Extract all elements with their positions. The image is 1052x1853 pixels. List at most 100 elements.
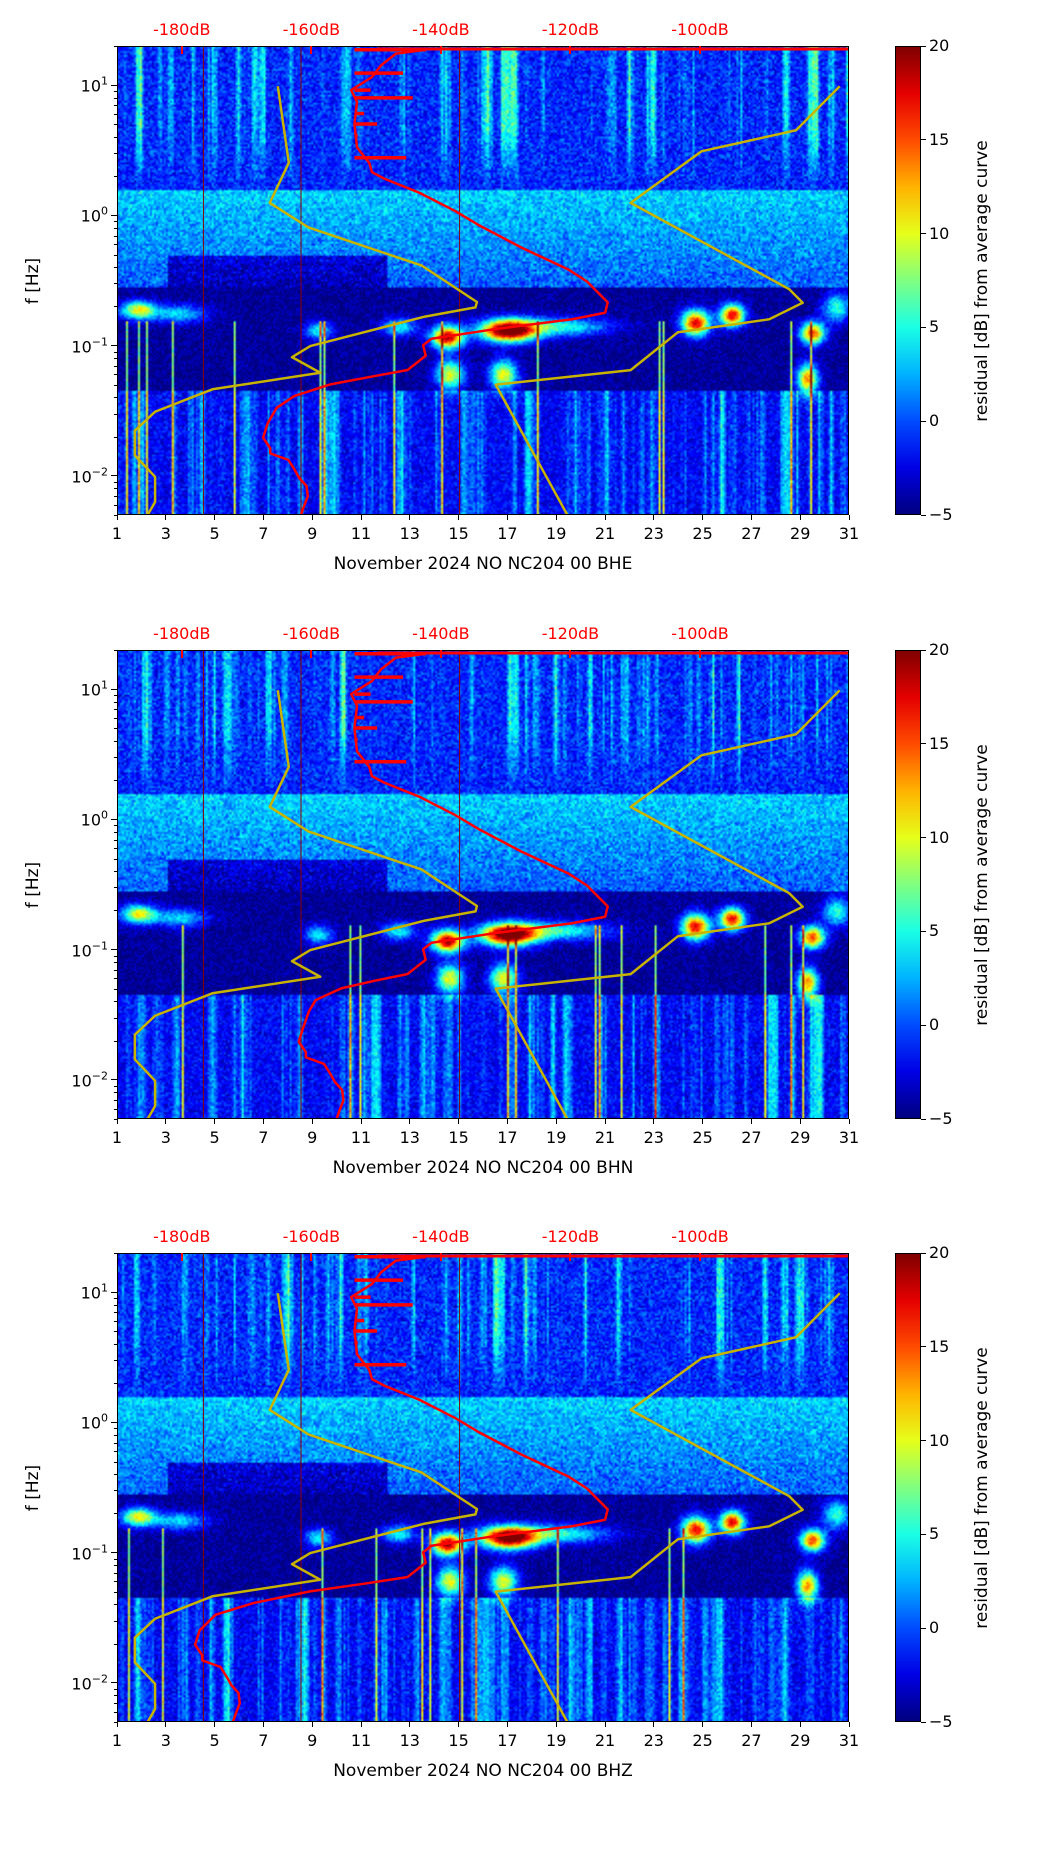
x-tick-mark xyxy=(653,1722,655,1727)
db-tick-label: -100dB xyxy=(671,1227,729,1246)
x-tick-mark xyxy=(116,515,118,520)
y-minor-tick xyxy=(114,741,117,742)
y-minor-tick xyxy=(114,718,117,720)
x-tick-label: 25 xyxy=(692,524,713,543)
y-tick-exponent: 1 xyxy=(101,74,108,88)
y-tick-mark xyxy=(111,345,117,347)
y-tick-label: 10−2 xyxy=(71,1069,108,1090)
y-minor-tick xyxy=(114,495,117,497)
x-tick-label: 31 xyxy=(838,1731,860,1750)
x-tick-mark xyxy=(311,1119,313,1124)
x-axis-title: November 2024 NO NC204 00 BHE xyxy=(333,554,633,574)
y-minor-tick xyxy=(114,1099,117,1101)
x-tick-label: 17 xyxy=(497,524,518,543)
colorbar-tick-label: 10 xyxy=(929,223,950,243)
x-tick-mark xyxy=(848,1722,850,1727)
x-tick-label: 5 xyxy=(209,524,220,543)
curve-overlay xyxy=(133,1254,848,1721)
db-tick-label: -180dB xyxy=(153,1227,211,1246)
y-minor-tick xyxy=(114,1321,117,1323)
x-tick-label: 7 xyxy=(258,524,269,543)
db-tick-label: -160dB xyxy=(282,624,341,643)
x-tick-mark xyxy=(506,515,508,520)
x-tick-label: 19 xyxy=(546,1128,567,1147)
y-minor-tick xyxy=(114,1344,117,1345)
y-tick-label: 100 xyxy=(81,1412,108,1433)
y-minor-tick xyxy=(114,969,117,971)
colorbar-tick-label: 15 xyxy=(929,129,950,149)
curve-overlay xyxy=(133,651,848,1118)
average-psd-curve xyxy=(193,1255,609,1721)
db-tick-mark xyxy=(699,1253,701,1261)
db-tick-mark xyxy=(439,1253,442,1261)
x-tick-mark xyxy=(214,1119,216,1124)
x-tick-mark xyxy=(653,515,655,520)
y-axis-label: f [Hz] xyxy=(23,257,43,304)
y-minor-tick xyxy=(114,1312,117,1314)
y-minor-tick xyxy=(114,1474,117,1476)
y-minor-tick xyxy=(114,254,117,256)
y-minor-tick xyxy=(114,105,117,107)
spectrogram-panel: 1 3 5 7 9 11 13 15 17 19 21 23 25 27 29 31 101 100 10−1 10−… xyxy=(0,624,1052,1250)
y-minor-tick xyxy=(114,124,117,126)
y-minor-tick xyxy=(114,1695,117,1697)
x-tick-label: 9 xyxy=(307,1128,318,1147)
db-tick-label: -120dB xyxy=(541,624,600,643)
y-minor-tick xyxy=(114,137,117,138)
y-minor-tick xyxy=(114,825,117,827)
x-tick-label: 1 xyxy=(111,524,123,543)
noise-model-low-curve xyxy=(133,86,479,514)
colorbar-tick-mark xyxy=(921,1346,926,1348)
y-tick-exponent: −2 xyxy=(91,465,108,479)
db-tick-mark xyxy=(569,650,572,658)
y-minor-tick xyxy=(114,397,117,399)
y-minor-tick xyxy=(114,1558,117,1560)
db-tick-label: -100dB xyxy=(671,624,729,643)
db-tick-mark xyxy=(699,46,701,54)
x-tick-mark xyxy=(604,515,606,520)
x-tick-label: 29 xyxy=(790,1128,811,1147)
y-minor-tick xyxy=(114,153,117,155)
x-tick-mark xyxy=(262,1119,264,1124)
noise-model-high-curve xyxy=(494,1292,841,1721)
y-minor-tick xyxy=(114,244,117,246)
x-tick-mark xyxy=(360,1119,362,1124)
y-minor-tick xyxy=(114,1702,117,1704)
colorbar-tick-label: 15 xyxy=(929,1336,950,1356)
colorbar-tick-label: 0 xyxy=(929,1015,940,1035)
y-minor-tick xyxy=(114,780,117,782)
y-minor-tick xyxy=(114,306,117,308)
y-minor-tick xyxy=(114,1360,117,1362)
x-tick-label: 21 xyxy=(594,1128,616,1147)
y-minor-tick xyxy=(114,839,117,841)
x-tick-mark xyxy=(799,515,801,520)
y-minor-tick xyxy=(114,1711,117,1713)
x-tick-mark xyxy=(165,1119,167,1124)
x-tick-label: 21 xyxy=(594,524,616,543)
x-tick-label: 7 xyxy=(258,1128,269,1147)
y-tick-label: 100 xyxy=(81,205,108,226)
colorbar-label: residual [dB] from average curve xyxy=(972,743,992,1026)
colorbar-tick-mark xyxy=(921,1118,926,1120)
db-tick-label: -140dB xyxy=(412,624,470,643)
y-minor-tick xyxy=(114,1001,117,1003)
x-tick-label: 13 xyxy=(399,1128,420,1147)
noise-model-high-curve xyxy=(494,689,841,1118)
y-tick-base: 10 xyxy=(80,680,101,700)
x-tick-mark xyxy=(311,515,313,520)
x-axis-title: November 2024 NO NC204 00 BHN xyxy=(332,1158,634,1178)
colorbar-label: residual [dB] from average curve xyxy=(972,139,992,422)
y-tick-label: 10−1 xyxy=(71,939,108,960)
colorbar-tick-label: 20 xyxy=(929,36,950,55)
y-minor-tick xyxy=(114,1442,117,1444)
x-tick-mark xyxy=(409,1722,411,1727)
x-tick-mark xyxy=(214,1722,216,1727)
db-tick-label: -180dB xyxy=(153,624,211,643)
x-axis-title: November 2024 NO NC204 00 BHZ xyxy=(333,1761,633,1781)
colorbar-label: residual [dB] from average curve xyxy=(972,1346,992,1629)
y-minor-tick xyxy=(114,709,117,711)
y-minor-tick xyxy=(114,114,117,116)
y-tick-exponent: 0 xyxy=(101,204,108,218)
colorbar-tick-label: −5 xyxy=(929,1109,953,1128)
y-minor-tick xyxy=(114,176,117,178)
